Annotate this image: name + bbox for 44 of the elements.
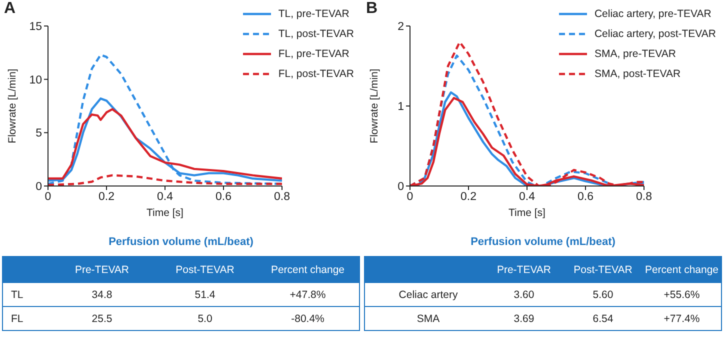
x-tick-label: 0.2 bbox=[460, 191, 476, 204]
y-tick-label: 1 bbox=[398, 101, 404, 114]
text: Perfusion volume (mL/beat) bbox=[470, 236, 616, 250]
legend-label: Celiac artery, post-TEVAR bbox=[594, 28, 716, 40]
chart-title: A bbox=[4, 0, 16, 18]
category-label: Pre-TEVAR bbox=[74, 262, 130, 278]
x-tick-label: 0.8 bbox=[274, 191, 290, 204]
table-row: SMA 3.69 6.54 +77.4% bbox=[364, 306, 722, 330]
table-row: TL 34.8 51.4 +47.8% bbox=[2, 282, 360, 306]
x-tick-label: 0.2 bbox=[98, 191, 114, 204]
text: Perfusion volume (mL/beat) bbox=[108, 236, 254, 250]
x-tick-label: 0.6 bbox=[216, 191, 232, 204]
category-label: Percent change bbox=[270, 262, 346, 278]
x-tick-label: 0.8 bbox=[636, 191, 652, 204]
x-axis-title: Time [s] bbox=[508, 207, 546, 219]
x-tick-label: 0.6 bbox=[578, 191, 594, 204]
x-tick-label: 0 bbox=[406, 191, 414, 204]
legend-label: TL, pre-TEVAR bbox=[278, 8, 350, 20]
x-tick-label: 0.4 bbox=[157, 191, 174, 204]
y-axis-title: Flowrate [L/min] bbox=[368, 68, 381, 144]
y-tick-label: 10 bbox=[29, 74, 42, 86]
category-label: Post-TEVAR bbox=[174, 262, 236, 278]
table-row: Celiac artery 3.60 5.60 +55.6% bbox=[364, 282, 722, 306]
table-row: FL 25.5 5.0 -80.4% bbox=[2, 306, 360, 330]
legend-label: SMA, pre-TEVAR bbox=[594, 48, 676, 60]
category-label: Pre-TEVAR bbox=[496, 262, 552, 278]
chart-title: B bbox=[366, 0, 378, 18]
category-label: Post-TEVAR bbox=[572, 262, 634, 278]
y-tick-label: 0 bbox=[36, 181, 42, 194]
y-tick-label: 5 bbox=[36, 128, 42, 140]
category-label: Percent change bbox=[644, 262, 720, 278]
x-tick-label: 0 bbox=[44, 191, 52, 204]
x-axis-title: Time [s] bbox=[146, 207, 184, 219]
y-tick-label: 15 bbox=[29, 21, 42, 34]
y-tick-label: 0 bbox=[398, 181, 404, 194]
legend-label: TL, post-TEVAR bbox=[278, 28, 354, 40]
legend-label: SMA, post-TEVAR bbox=[594, 68, 681, 80]
line-series bbox=[48, 108, 282, 180]
y-tick-label: 2 bbox=[398, 21, 404, 34]
x-tick-label: 0.4 bbox=[519, 191, 536, 204]
legend-label: FL, post-TEVAR bbox=[278, 68, 354, 80]
legend-label: Celiac artery, pre-TEVAR bbox=[594, 8, 712, 20]
legend-label: FL, pre-TEVAR bbox=[278, 48, 350, 60]
y-axis-title: Flowrate [L/min] bbox=[6, 68, 19, 144]
